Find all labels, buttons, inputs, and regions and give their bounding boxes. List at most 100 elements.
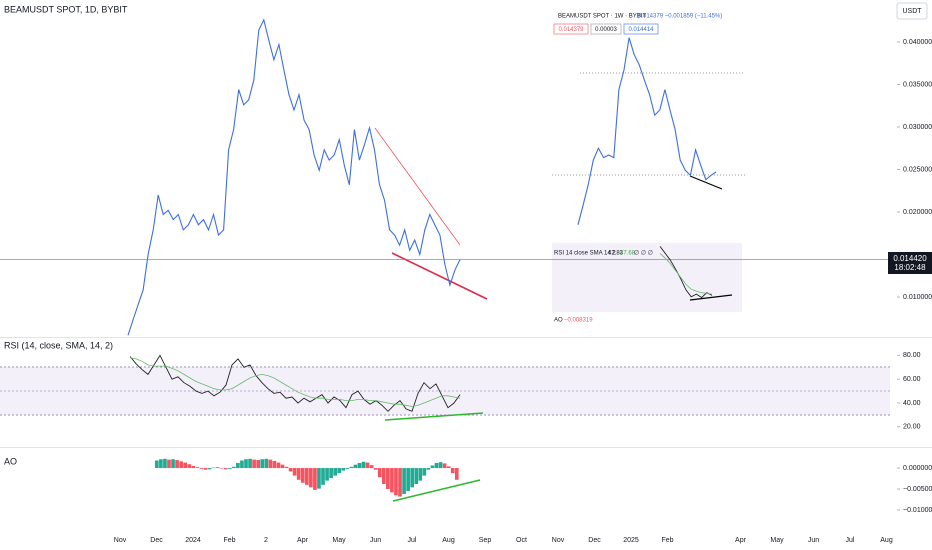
bar — [313, 468, 317, 490]
bar — [203, 468, 208, 470]
bar — [240, 460, 244, 469]
bar — [410, 468, 415, 488]
x-tick-label: 2025 — [623, 537, 639, 544]
bar — [215, 467, 220, 469]
bar — [434, 463, 439, 469]
bar — [454, 468, 459, 480]
trend-line — [689, 175, 723, 190]
bar — [179, 461, 183, 469]
x-tick-label: Dec — [150, 537, 163, 544]
bar — [422, 468, 427, 476]
inset-box — [623, 23, 659, 35]
trend-line — [392, 479, 481, 502]
line — [659, 246, 713, 299]
bar — [361, 461, 366, 469]
x-tick-label: Apr — [735, 537, 747, 544]
bar — [207, 468, 212, 470]
chart-title: BEAMUSDT SPOT, 1D, BYBIT — [4, 4, 128, 14]
bar — [377, 468, 382, 478]
inset-change: 0.014379 −0.001859 (−11.45%) — [638, 14, 722, 20]
inset-ao-title: AO — [554, 318, 563, 324]
x-tick-label: Feb — [223, 537, 235, 544]
inset-box — [553, 23, 589, 35]
x-tick-label: Nov — [552, 537, 565, 544]
bar — [304, 468, 309, 485]
bar — [284, 466, 289, 469]
x-tick-label: 2 — [264, 537, 268, 544]
bar — [199, 468, 204, 469]
x-tick-label: May — [332, 537, 346, 544]
y-tick-label: 80.00 — [903, 352, 921, 359]
bar — [329, 468, 333, 479]
inset-rsi-title: RSI 14 close SMA 14 2 — [554, 251, 616, 257]
bar — [341, 468, 346, 471]
bar — [260, 459, 265, 469]
bar — [357, 463, 362, 469]
bar — [159, 459, 163, 469]
bar — [227, 468, 232, 469]
bar — [353, 464, 358, 469]
bar — [438, 462, 443, 469]
bar — [232, 466, 236, 469]
bar — [256, 460, 260, 469]
countdown: 18:02:48 — [894, 263, 926, 272]
y-tick-label: 20.00 — [903, 424, 921, 431]
line — [129, 357, 461, 407]
bar — [248, 458, 252, 469]
bar — [406, 468, 410, 492]
bar — [369, 465, 374, 469]
x-tick-label: Nov — [114, 537, 127, 544]
bar — [175, 460, 179, 469]
x-tick-label: Dec — [588, 537, 601, 544]
x-tick-label: Sep — [479, 537, 492, 544]
x-tick-label: Jun — [808, 537, 819, 544]
y-tick-label: 60.00 — [903, 376, 921, 383]
bar — [288, 468, 293, 472]
bar — [276, 462, 281, 469]
y-tick-label: −0.005000 — [903, 486, 932, 493]
inset-rsi-reading: 47.68 — [620, 251, 636, 257]
trend-line — [689, 294, 733, 301]
bar — [223, 468, 228, 470]
bar — [167, 459, 171, 469]
bar — [171, 459, 175, 469]
bar — [349, 466, 354, 469]
y-tick-label: 40.00 — [903, 400, 921, 407]
x-tick-label: Feb — [661, 537, 673, 544]
bar — [333, 468, 337, 476]
bar — [296, 468, 301, 480]
trend-line — [391, 252, 488, 300]
bar — [418, 468, 423, 481]
bar — [442, 463, 447, 469]
line — [127, 18, 461, 336]
currency[interactable]: USDT — [902, 8, 922, 15]
inset-ao-reading: −0.008319 — [564, 318, 593, 324]
bar — [183, 462, 188, 469]
bar — [390, 468, 394, 493]
bar — [446, 466, 451, 469]
inset-box-text: 0.014414 — [628, 27, 654, 33]
bar — [381, 468, 386, 484]
bar — [325, 468, 329, 481]
bar — [402, 468, 406, 495]
currency-box[interactable] — [896, 2, 928, 20]
bar — [414, 468, 419, 484]
bar — [244, 459, 248, 469]
bar — [163, 458, 167, 469]
bar — [337, 468, 342, 474]
x-tick-label: May — [770, 537, 784, 544]
bar — [155, 460, 159, 469]
bar — [191, 465, 196, 469]
y-tick-label: −0.010000 — [903, 507, 932, 514]
bar — [386, 468, 390, 490]
price-label: 0.014420 — [893, 254, 927, 263]
line — [129, 354, 461, 412]
trend-line — [384, 412, 484, 421]
bar — [195, 467, 200, 469]
inset-rsi-reading: ∅ ∅ ∅ — [634, 250, 653, 257]
inset-box-text: 0.014379 — [558, 27, 584, 33]
bar — [252, 459, 256, 469]
bar — [236, 463, 240, 469]
bar — [398, 468, 402, 497]
